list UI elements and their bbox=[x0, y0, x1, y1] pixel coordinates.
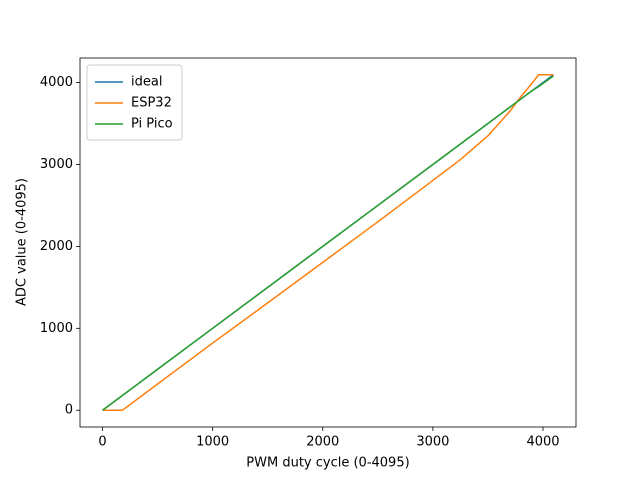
series-line bbox=[102, 75, 554, 411]
y-tick-label: 0 bbox=[65, 403, 73, 418]
legend-label: ESP32 bbox=[131, 96, 172, 111]
y-tick-label: 2000 bbox=[40, 239, 73, 254]
y-axis-label: ADC value (0-4095) bbox=[15, 178, 30, 306]
legend-label: Pi Pico bbox=[131, 117, 173, 132]
y-tick-label: 1000 bbox=[40, 321, 73, 336]
series-line bbox=[102, 74, 554, 411]
x-tick-label: 3000 bbox=[416, 435, 449, 450]
x-tick-label: 1000 bbox=[196, 435, 229, 450]
legend-label: ideal bbox=[131, 75, 162, 90]
x-axis-label: PWM duty cycle (0-4095) bbox=[246, 456, 409, 471]
y-tick-label: 3000 bbox=[40, 157, 73, 172]
legend-box bbox=[86, 64, 183, 141]
x-tick-label: 0 bbox=[98, 435, 106, 450]
x-tick-label: 4000 bbox=[526, 435, 559, 450]
axes-frame bbox=[79, 57, 577, 428]
y-tick-label: 4000 bbox=[40, 75, 73, 90]
x-tick-label: 2000 bbox=[306, 435, 339, 450]
